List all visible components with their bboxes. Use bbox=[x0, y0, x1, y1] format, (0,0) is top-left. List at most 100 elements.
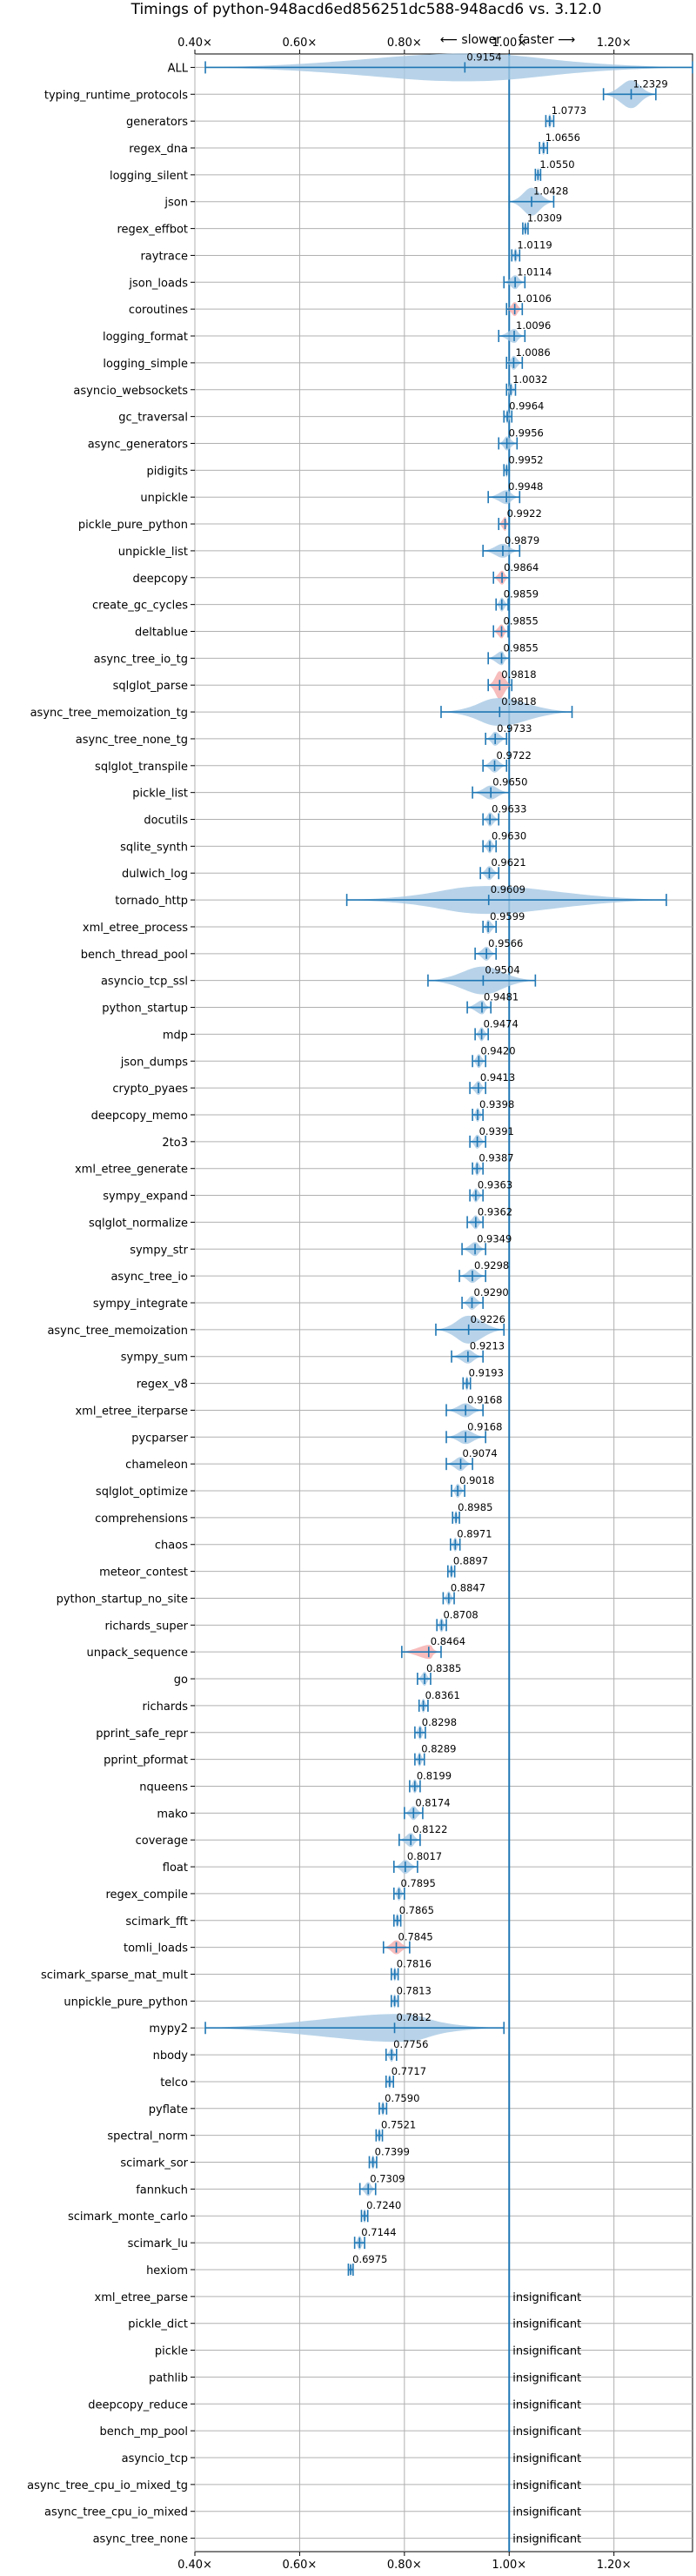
benchmark-row-sympy_expand: 0.9363 bbox=[469, 1179, 512, 1203]
value-label: 0.8017 bbox=[407, 1850, 442, 1862]
value-label: 0.9879 bbox=[505, 534, 539, 547]
benchmark-row-sympy_str: 0.9349 bbox=[461, 1232, 512, 1257]
value-label: 1.0550 bbox=[539, 158, 574, 171]
value-label: 0.7590 bbox=[385, 2092, 419, 2104]
insignificant-label: insignificant bbox=[512, 2425, 581, 2438]
benchmark-label: docutils bbox=[144, 815, 188, 828]
x-tick-label-bottom: 1.20× bbox=[597, 2559, 632, 2572]
value-label: 0.7895 bbox=[401, 1877, 436, 1889]
benchmark-row-regex_dna: 1.0656 bbox=[539, 131, 580, 156]
benchmark-label: pickle_pure_python bbox=[78, 519, 188, 532]
benchmark-row-gc_traversal: 0.9964 bbox=[503, 400, 544, 424]
benchmark-row-bench_thread_pool: 0.9566 bbox=[474, 937, 523, 961]
insignificant-label: insignificant bbox=[512, 2318, 581, 2331]
value-label: 0.9413 bbox=[480, 1071, 515, 1083]
benchmark-label: xml_etree_generate bbox=[75, 1164, 188, 1177]
value-label: 0.7309 bbox=[370, 2172, 405, 2184]
benchmark-label: pickle_dict bbox=[128, 2318, 188, 2331]
value-label: 0.8971 bbox=[457, 1528, 492, 1540]
direction-slower-label: ⟵ slower bbox=[440, 33, 501, 47]
benchmark-row-json_dumps: 0.9420 bbox=[472, 1044, 516, 1069]
value-label: 1.0106 bbox=[517, 292, 552, 305]
benchmark-row-regex_v8: 0.9193 bbox=[462, 1367, 504, 1391]
benchmark-label: telco bbox=[160, 2076, 188, 2090]
benchmark-label: dulwich_log bbox=[122, 868, 188, 881]
benchmark-label: unpack_sequence bbox=[86, 1647, 188, 1660]
benchmark-label: deepcopy bbox=[132, 573, 188, 586]
value-label: 0.8361 bbox=[425, 1689, 460, 1701]
benchmark-row-asyncio_tcp: insignificant bbox=[512, 2452, 581, 2465]
benchmark-row-xml_etree_parse: insignificant bbox=[512, 2291, 581, 2304]
benchmark-label: scimark_monte_carlo bbox=[68, 2210, 188, 2224]
benchmark-label: richards bbox=[143, 1701, 189, 1714]
value-label: 0.9855 bbox=[504, 614, 539, 627]
insignificant-label: insignificant bbox=[512, 2398, 581, 2412]
chart-title: Timings of python-948acd6ed856251dc588-9… bbox=[130, 1, 602, 18]
value-label: 1.0656 bbox=[545, 131, 580, 144]
value-label: 0.9633 bbox=[492, 803, 526, 815]
benchmark-row-async_tree_none: insignificant bbox=[512, 2533, 581, 2546]
benchmark-row-async_tree_cpu_io_mixed: insignificant bbox=[512, 2506, 581, 2519]
value-label: 1.0032 bbox=[512, 373, 547, 386]
value-label: 0.9922 bbox=[507, 507, 542, 520]
benchmark-label: float bbox=[163, 1862, 188, 1875]
benchmark-label: hexiom bbox=[146, 2264, 188, 2277]
benchmark-row-crypto_pyaes: 0.9413 bbox=[469, 1071, 515, 1096]
value-label: 0.9481 bbox=[484, 991, 519, 1003]
value-label: 1.0309 bbox=[527, 212, 562, 225]
benchmark-row-comprehensions: 0.8985 bbox=[452, 1501, 492, 1525]
benchmark-label: deepcopy_reduce bbox=[88, 2398, 188, 2412]
benchmark-label: python_startup bbox=[102, 1003, 188, 1016]
insignificant-label: insignificant bbox=[512, 2479, 581, 2492]
value-label: 0.9193 bbox=[469, 1367, 504, 1379]
benchmark-row-pidigits: 0.9952 bbox=[503, 453, 544, 478]
benchmark-row-dulwich_log: 0.9621 bbox=[479, 856, 526, 881]
benchmark-row-deepcopy: 0.9864 bbox=[492, 561, 539, 585]
benchmark-label: coroutines bbox=[129, 304, 188, 317]
benchmark-label: meteor_contest bbox=[99, 1566, 188, 1580]
benchmark-row-logging_silent: 1.0550 bbox=[534, 158, 575, 182]
benchmark-label: generators bbox=[126, 116, 188, 129]
value-label: 0.8298 bbox=[422, 1716, 457, 1728]
benchmark-label: 2to3 bbox=[162, 1137, 188, 1150]
insignificant-label: insignificant bbox=[512, 2371, 581, 2385]
benchmark-label: async_tree_memoization bbox=[47, 1325, 188, 1338]
benchmark-row-async_tree_memoization: 0.9226 bbox=[435, 1313, 505, 1344]
benchmark-label: async_tree_cpu_io_mixed bbox=[44, 2506, 188, 2519]
benchmark-label: scimark_sparse_mat_mult bbox=[41, 1969, 188, 1982]
value-label: 1.0096 bbox=[516, 319, 551, 332]
value-label: 0.9349 bbox=[477, 1232, 512, 1244]
benchmark-row-raytrace: 1.0119 bbox=[511, 238, 552, 263]
benchmark-label: xml_etree_process bbox=[83, 922, 188, 935]
benchmark-label: tornado_http bbox=[115, 895, 188, 908]
value-label: 0.9566 bbox=[488, 937, 523, 949]
value-label: 0.8897 bbox=[453, 1555, 488, 1567]
benchmark-label: sqlglot_normalize bbox=[89, 1217, 188, 1230]
benchmark-label: regex_v8 bbox=[137, 1379, 188, 1392]
value-label: 0.8199 bbox=[417, 1769, 452, 1781]
benchmark-label: unpickle_pure_python bbox=[64, 1996, 188, 2009]
x-tick-label-bottom: 1.00× bbox=[492, 2559, 526, 2572]
value-label: 0.7813 bbox=[397, 1984, 432, 1996]
benchmark-label: logging_silent bbox=[110, 170, 188, 183]
benchmark-row-telco: 0.7717 bbox=[385, 2065, 426, 2089]
value-label: 0.9964 bbox=[509, 400, 544, 413]
benchmark-label: scimark_fft bbox=[125, 1915, 188, 1929]
value-label: 1.0773 bbox=[552, 104, 586, 117]
value-label: 0.7521 bbox=[381, 2119, 416, 2131]
benchmark-row-pickle: insignificant bbox=[512, 2345, 581, 2358]
benchmark-label: fannkuch bbox=[136, 2184, 188, 2197]
value-label: 0.7812 bbox=[397, 2011, 432, 2023]
value-label: 0.9722 bbox=[497, 749, 532, 761]
benchmark-label: pprint_safe_repr bbox=[96, 1727, 188, 1741]
benchmark-label: nbody bbox=[153, 2049, 189, 2063]
benchmark-row-scimark_monte_carlo: 0.7240 bbox=[360, 2199, 401, 2224]
x-tick-label-bottom: 0.40× bbox=[177, 2559, 212, 2572]
value-label: 0.7144 bbox=[361, 2226, 396, 2238]
benchmark-row-json_loads: 1.0114 bbox=[503, 265, 552, 290]
value-label: 0.9599 bbox=[490, 910, 525, 922]
benchmark-label: deepcopy_memo bbox=[91, 1110, 188, 1123]
value-label: 0.9952 bbox=[508, 453, 543, 466]
